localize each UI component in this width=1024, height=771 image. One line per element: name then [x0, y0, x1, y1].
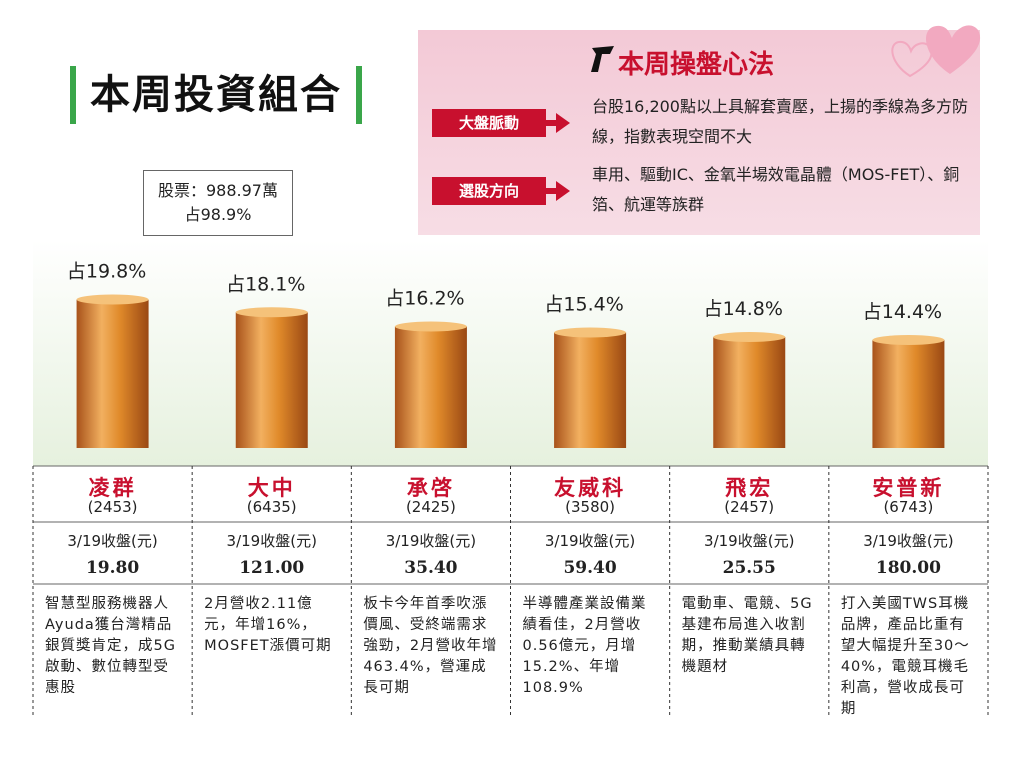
description: 打入美國TWS耳機品牌，產品比重有望大幅提升至30～40%，電競耳機毛利高，營收… — [840, 596, 970, 717]
strategy-panel: 本周操盤心法 大盤脈動 台股16,200點以上具解套賣壓，上揚的季線為多方防線，… — [418, 30, 980, 235]
strategy-title: 本周操盤心法 — [618, 50, 775, 80]
stock-name: 承啓 — [406, 476, 455, 500]
stock-name: 凌群 — [88, 476, 137, 500]
chart-bg — [33, 240, 988, 466]
tag: 大盤脈動 — [432, 109, 570, 137]
price: 35.40 — [404, 558, 458, 578]
value-label: 占16.2% — [385, 288, 464, 310]
stock-code: (6743) — [883, 498, 934, 516]
close-label: 3/19收盤(元) — [226, 532, 317, 550]
value-label: 占19.8% — [67, 261, 146, 283]
stock-code: (3580) — [565, 498, 616, 516]
icon — [591, 46, 614, 72]
hearts — [891, 25, 981, 78]
price: 25.55 — [722, 558, 776, 578]
bar — [76, 299, 149, 448]
bar-top — [235, 307, 308, 318]
bar-top — [554, 327, 627, 338]
value-label: 占18.1% — [226, 273, 305, 295]
bar — [713, 337, 786, 448]
bar — [554, 332, 627, 448]
stock-code: (2425) — [405, 498, 456, 516]
stock-box: 股票：988.97萬 占98.9% — [143, 170, 293, 236]
description: 智慧型服務機器人Ayuda獲台灣精品銀質獎肯定，成5G啟動、數位轉型受惠股 — [45, 596, 176, 696]
description: 半導體產業設備業績看佳，2月營收0.56億元，月增15.2%、年增108.9% — [522, 596, 647, 696]
strategy-text: 台股16,200點以上具解套賣壓，上揚的季線為多方防線，指數表現空間不大 — [592, 97, 968, 146]
stock-name: 大中 — [247, 476, 296, 500]
bar-top — [713, 332, 786, 342]
stock-code: (6435) — [246, 498, 297, 516]
description: 2月營收2.11億元，年增16%，MOSFET漲價可期 — [204, 596, 332, 654]
bar-top — [872, 335, 945, 345]
strategy-text: 車用、驅動IC、金氧半場效電晶體（MOS-FET）、銅箔、航運等族群 — [592, 165, 960, 214]
close-label: 3/19收盤(元) — [863, 532, 954, 550]
stock-share: 占98.9% — [184, 205, 252, 224]
description: 電動車、電競、5G基建布局進入收割期，推動業績具轉機題材 — [681, 596, 813, 675]
bar — [235, 312, 308, 448]
bar-top — [76, 294, 149, 305]
close-label: 3/19收盤(元) — [385, 532, 477, 550]
value-label: 占14.4% — [863, 301, 942, 323]
value-label: 占15.4% — [544, 294, 623, 316]
stock-name: 安普新 — [872, 476, 945, 500]
value-label: 占14.8% — [704, 298, 783, 320]
bar — [872, 340, 945, 448]
tag: 選股方向 — [432, 177, 570, 205]
stock-name: 飛宏 — [725, 476, 774, 500]
close-label: 3/19收盤(元) — [704, 532, 795, 550]
stock-code: (2457) — [724, 498, 775, 516]
description: 板卡今年首季吹漲價風、受終端需求強勁，2月營收年增463.4%，營運成長可期 — [363, 596, 498, 696]
stock-name: 友威科 — [554, 476, 627, 500]
close-label: 3/19收盤(元) — [544, 532, 636, 550]
price: 19.80 — [85, 558, 140, 578]
bar — [394, 326, 467, 448]
stock-code: (2453) — [87, 498, 138, 516]
title: 本周投資組合 — [70, 66, 362, 124]
price: 59.40 — [563, 558, 617, 578]
bar-top — [394, 321, 467, 332]
price: 180.00 — [875, 558, 941, 578]
stock-amount: 股票：988.97萬 — [158, 181, 278, 200]
price: 121.00 — [239, 558, 305, 578]
close-label: 3/19收盤(元) — [67, 532, 158, 550]
